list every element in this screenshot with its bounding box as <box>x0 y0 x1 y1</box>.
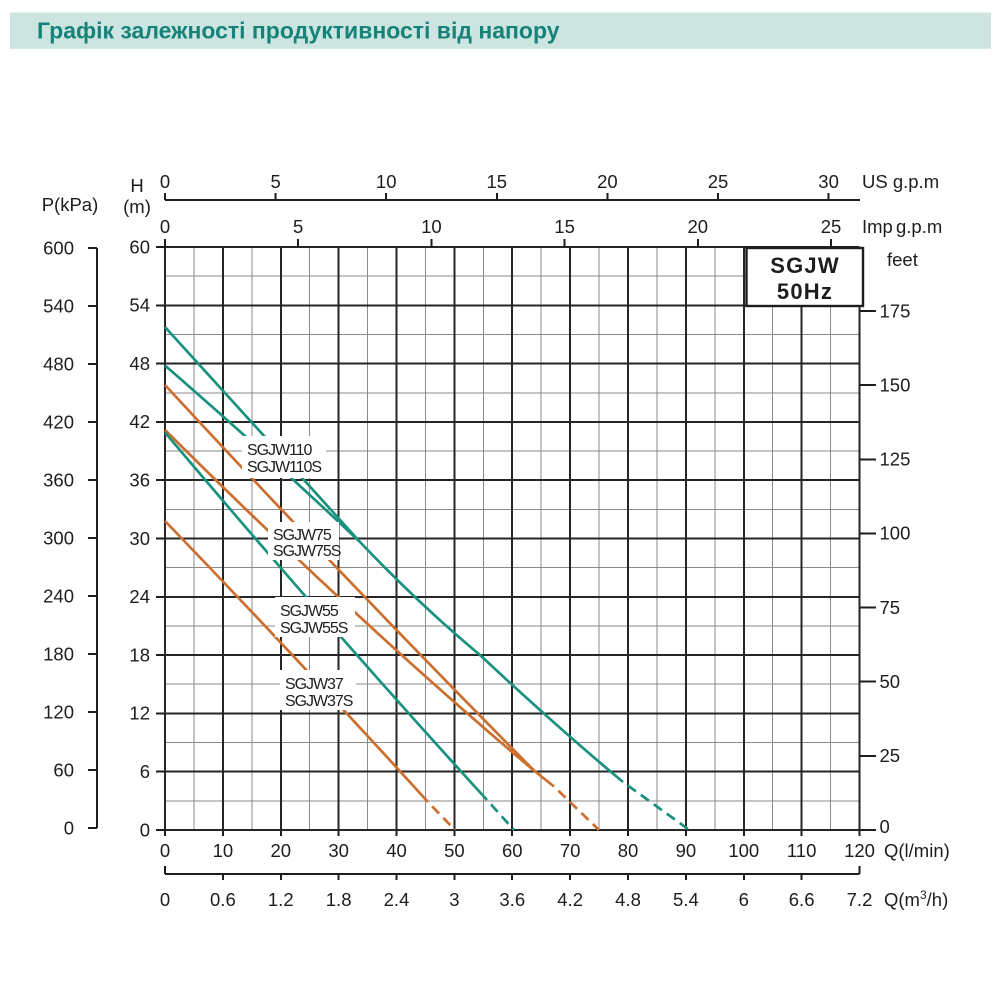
svg-text:54: 54 <box>129 295 150 316</box>
svg-text:5: 5 <box>270 171 280 192</box>
svg-text:50Hz: 50Hz <box>777 279 833 304</box>
svg-text:Imp: Imp <box>862 216 893 237</box>
svg-text:15: 15 <box>487 171 508 192</box>
svg-text:120: 120 <box>43 701 74 722</box>
svg-text:5.4: 5.4 <box>673 889 699 910</box>
svg-text:20: 20 <box>597 171 618 192</box>
svg-text:110: 110 <box>787 840 817 861</box>
svg-text:SGJW55S: SGJW55S <box>280 620 348 637</box>
svg-text:3.6: 3.6 <box>499 889 525 910</box>
svg-text:10: 10 <box>421 216 442 237</box>
svg-text:180: 180 <box>43 643 74 664</box>
svg-text:0: 0 <box>140 819 150 840</box>
svg-text:18: 18 <box>129 644 150 665</box>
svg-text:feet: feet <box>887 249 918 270</box>
svg-text:SGJW110: SGJW110 <box>247 442 313 459</box>
svg-text:0: 0 <box>160 171 170 192</box>
svg-text:0: 0 <box>160 889 170 910</box>
svg-text:1.8: 1.8 <box>326 889 352 910</box>
svg-text:(m): (m) <box>123 196 151 217</box>
svg-text:50: 50 <box>444 840 465 861</box>
svg-text:4.2: 4.2 <box>557 889 583 910</box>
svg-text:20: 20 <box>270 840 291 861</box>
svg-text:480: 480 <box>43 353 74 374</box>
svg-text:P(kPa): P(kPa) <box>42 194 99 215</box>
svg-text:SGJW75: SGJW75 <box>273 527 332 544</box>
svg-text:25: 25 <box>821 216 842 237</box>
svg-text:60: 60 <box>129 236 150 257</box>
svg-text:0.6: 0.6 <box>210 889 236 910</box>
svg-text:SGJW55: SGJW55 <box>280 603 339 620</box>
svg-text:60: 60 <box>53 759 74 780</box>
svg-text:120: 120 <box>844 840 875 861</box>
svg-text:360: 360 <box>43 469 74 490</box>
svg-text:Q(m3/h): Q(m3/h) <box>884 888 948 910</box>
svg-text:SGJW110S: SGJW110S <box>247 459 321 476</box>
svg-text:300: 300 <box>43 527 74 548</box>
svg-text:0: 0 <box>64 817 74 838</box>
svg-text:70: 70 <box>560 840 581 861</box>
svg-text:H: H <box>130 175 143 196</box>
svg-text:Графік залежності продуктивнос: Графік залежності продуктивності від нап… <box>37 18 560 44</box>
svg-text:30: 30 <box>328 840 349 861</box>
svg-text:7.2: 7.2 <box>847 889 873 910</box>
svg-text:1.2: 1.2 <box>268 889 294 910</box>
svg-text:240: 240 <box>43 585 74 606</box>
svg-text:36: 36 <box>129 470 150 491</box>
svg-text:0: 0 <box>160 840 170 861</box>
svg-text:0: 0 <box>160 216 170 237</box>
svg-text:24: 24 <box>129 586 150 607</box>
svg-text:Q(l/min): Q(l/min) <box>884 840 950 861</box>
svg-text:75: 75 <box>880 597 901 618</box>
svg-text:10: 10 <box>376 171 397 192</box>
svg-text:g.p.m: g.p.m <box>896 216 942 237</box>
svg-text:3: 3 <box>449 889 459 910</box>
svg-text:6.6: 6.6 <box>789 889 815 910</box>
svg-text:25: 25 <box>708 171 729 192</box>
svg-text:6: 6 <box>140 761 150 782</box>
svg-text:90: 90 <box>676 840 697 861</box>
svg-text:30: 30 <box>129 528 150 549</box>
svg-text:100: 100 <box>880 523 911 544</box>
svg-text:50: 50 <box>880 671 901 692</box>
svg-text:40: 40 <box>386 840 407 861</box>
svg-text:175: 175 <box>880 300 911 321</box>
svg-text:20: 20 <box>688 216 709 237</box>
svg-text:SGJW37S: SGJW37S <box>285 693 353 710</box>
svg-text:SGJW37: SGJW37 <box>285 676 344 693</box>
svg-text:420: 420 <box>43 411 74 432</box>
svg-text:25: 25 <box>880 745 901 766</box>
svg-text:42: 42 <box>129 411 150 432</box>
svg-text:600: 600 <box>43 237 74 258</box>
svg-text:4.8: 4.8 <box>615 889 641 910</box>
svg-text:80: 80 <box>618 840 639 861</box>
svg-text:60: 60 <box>502 840 523 861</box>
svg-text:SGJW: SGJW <box>770 253 840 278</box>
svg-text:100: 100 <box>728 840 759 861</box>
svg-text:15: 15 <box>554 216 575 237</box>
svg-text:12: 12 <box>129 703 150 724</box>
svg-text:US g.p.m: US g.p.m <box>862 171 939 192</box>
svg-text:6: 6 <box>739 889 749 910</box>
svg-text:30: 30 <box>818 171 839 192</box>
svg-text:SGJW75S: SGJW75S <box>273 543 341 560</box>
svg-text:2.4: 2.4 <box>384 889 410 910</box>
svg-text:540: 540 <box>43 295 74 316</box>
svg-text:125: 125 <box>880 449 911 470</box>
svg-text:10: 10 <box>213 840 234 861</box>
svg-text:5: 5 <box>293 216 303 237</box>
svg-text:150: 150 <box>880 374 911 395</box>
svg-text:48: 48 <box>129 353 150 374</box>
svg-text:0: 0 <box>880 816 890 837</box>
